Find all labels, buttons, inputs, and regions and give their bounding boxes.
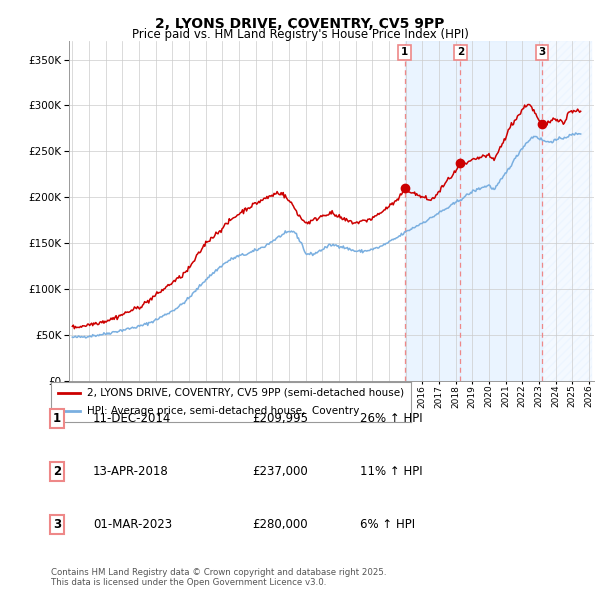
Bar <box>460 41 542 381</box>
Text: 11-DEC-2014: 11-DEC-2014 <box>93 412 172 425</box>
Text: £280,000: £280,000 <box>252 518 308 531</box>
Text: Price paid vs. HM Land Registry's House Price Index (HPI): Price paid vs. HM Land Registry's House … <box>131 28 469 41</box>
Text: £209,995: £209,995 <box>252 412 308 425</box>
Text: 2, LYONS DRIVE, COVENTRY, CV5 9PP (semi-detached house): 2, LYONS DRIVE, COVENTRY, CV5 9PP (semi-… <box>87 388 404 398</box>
Text: 2: 2 <box>457 47 464 57</box>
Text: 2, LYONS DRIVE, COVENTRY, CV5 9PP: 2, LYONS DRIVE, COVENTRY, CV5 9PP <box>155 17 445 31</box>
Text: HPI: Average price, semi-detached house,  Coventry: HPI: Average price, semi-detached house,… <box>87 406 359 416</box>
Text: 3: 3 <box>53 518 61 531</box>
Text: 01-MAR-2023: 01-MAR-2023 <box>93 518 172 531</box>
Bar <box>404 41 460 381</box>
Text: 3: 3 <box>538 47 545 57</box>
Text: £237,000: £237,000 <box>252 465 308 478</box>
Text: 1: 1 <box>53 412 61 425</box>
Text: Contains HM Land Registry data © Crown copyright and database right 2025.
This d: Contains HM Land Registry data © Crown c… <box>51 568 386 587</box>
Bar <box>542 41 592 381</box>
Text: 2: 2 <box>53 465 61 478</box>
Text: 1: 1 <box>401 47 408 57</box>
Text: 6% ↑ HPI: 6% ↑ HPI <box>360 518 415 531</box>
Text: 26% ↑ HPI: 26% ↑ HPI <box>360 412 422 425</box>
Text: 11% ↑ HPI: 11% ↑ HPI <box>360 465 422 478</box>
Text: 13-APR-2018: 13-APR-2018 <box>93 465 169 478</box>
